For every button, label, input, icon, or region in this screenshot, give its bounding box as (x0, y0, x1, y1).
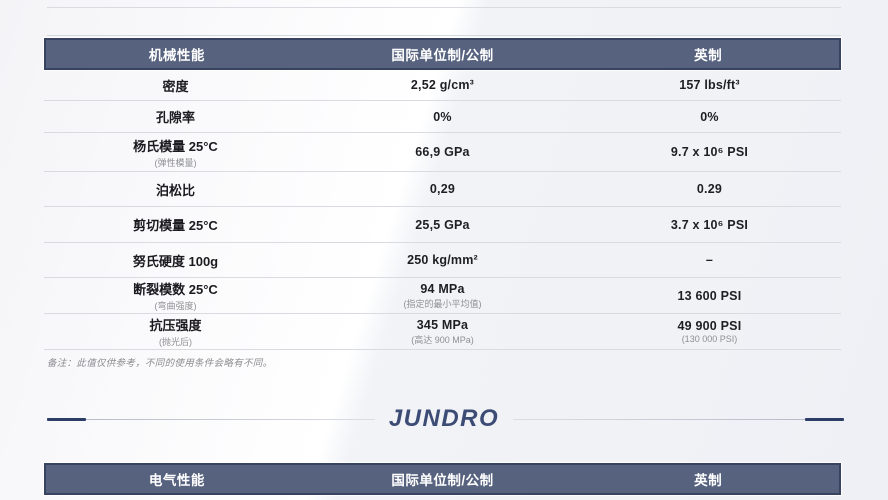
property-sublabel: (弯曲强度) (154, 301, 197, 311)
cropped-row-separator-above-header (47, 35, 841, 36)
property-label: 剪切模量 25°C (133, 218, 218, 233)
header-metric-column: 国际单位制/公制 (391, 473, 494, 488)
header-property-column: 电气性能 (148, 473, 205, 488)
metric-value: 25,5 GPa (415, 217, 470, 232)
table-row-youngs-modulus: 杨氏模量 25°C (弹性模量) 66,9 GPa 9.7 x 10⁶ PSI (44, 133, 841, 172)
metric-value: 0% (433, 109, 452, 124)
metric-value: 94 MPa (420, 281, 465, 296)
table-row-modulus-of-rupture: 断裂模数 25°C (弯曲强度) 94 MPa (指定的最小平均值) 13 60… (44, 278, 841, 314)
cropped-row-separator-top (47, 7, 841, 8)
metric-value: 66,9 GPa (415, 145, 470, 159)
property-label: 泊松比 (155, 182, 195, 198)
imperial-sublabel: (130 000 PSI) (681, 334, 738, 344)
brand-logo: JUNDRO (388, 405, 500, 432)
header-imperial-column: 英制 (694, 473, 723, 488)
electrical-properties-table: 电气性能 国际单位制/公制 英制 (44, 463, 841, 495)
table-row-density: 密度 2,52 g/cm³ 157 lbs/ft³ (44, 70, 841, 101)
property-label: 抗压强度 (149, 318, 202, 333)
metric-sublabel: (高达 900 MPa) (411, 334, 474, 345)
metric-value: 2,52 g/cm³ (410, 78, 475, 92)
table-row-poisson-ratio: 泊松比 0,29 0.29 (44, 172, 841, 207)
property-sublabel: (抛光后) (159, 337, 192, 347)
metric-value: 250 kg/mm² (407, 253, 478, 267)
property-sublabel: (弹性模量) (154, 157, 197, 168)
table-row-compressive-strength: 抗压强度 (抛光后) 345 MPa (高达 900 MPa) 49 900 P… (44, 314, 841, 350)
metric-sublabel: (指定的最小平均值) (403, 298, 482, 309)
imperial-value: 157 lbs/ft³ (679, 78, 740, 92)
divider-line-right (513, 419, 805, 420)
table-row-shear-modulus: 剪切模量 25°C 25,5 GPa 3.7 x 10⁶ PSI (44, 207, 841, 243)
imperial-value: 9.7 x 10⁶ PSI (670, 145, 749, 159)
imperial-value: 3.7 x 10⁶ PSI (670, 217, 749, 232)
imperial-value: – (705, 253, 714, 267)
property-label: 努氏硬度 100g (132, 253, 219, 269)
imperial-value: 13 600 PSI (677, 288, 742, 303)
footnote: 备注：此值仅供参考，不同的使用条件会略有不同。 (47, 358, 273, 369)
imperial-value: 0.29 (696, 182, 723, 196)
metric-value: 345 MPa (416, 317, 469, 332)
divider-accent-right (805, 418, 844, 421)
table-row-knoop-hardness: 努氏硬度 100g 250 kg/mm² – (44, 243, 841, 278)
metric-value: 0,29 (429, 182, 456, 196)
mechanical-properties-table: 机械性能 国际单位制/公制 英制 密度 2,52 g/cm³ 157 lbs/f… (44, 38, 841, 350)
table-row-porosity: 孔隙率 0% 0% (44, 101, 841, 133)
header-property-column: 机械性能 (148, 48, 205, 63)
divider-accent-left (47, 418, 86, 421)
imperial-value: 49 900 PSI (677, 319, 742, 333)
property-label: 密度 (162, 78, 189, 94)
imperial-value: 0% (700, 109, 719, 124)
electrical-table-header: 电气性能 国际单位制/公制 英制 (44, 463, 841, 495)
header-metric-column: 国际单位制/公制 (391, 48, 494, 63)
property-label: 孔隙率 (155, 110, 195, 125)
header-imperial-column: 英制 (694, 48, 723, 63)
property-label: 断裂模数 25°C (133, 282, 218, 297)
divider-line-left (86, 419, 375, 420)
property-label: 杨氏模量 25°C (133, 138, 218, 154)
mechanical-table-header: 机械性能 国际单位制/公制 英制 (44, 38, 841, 70)
